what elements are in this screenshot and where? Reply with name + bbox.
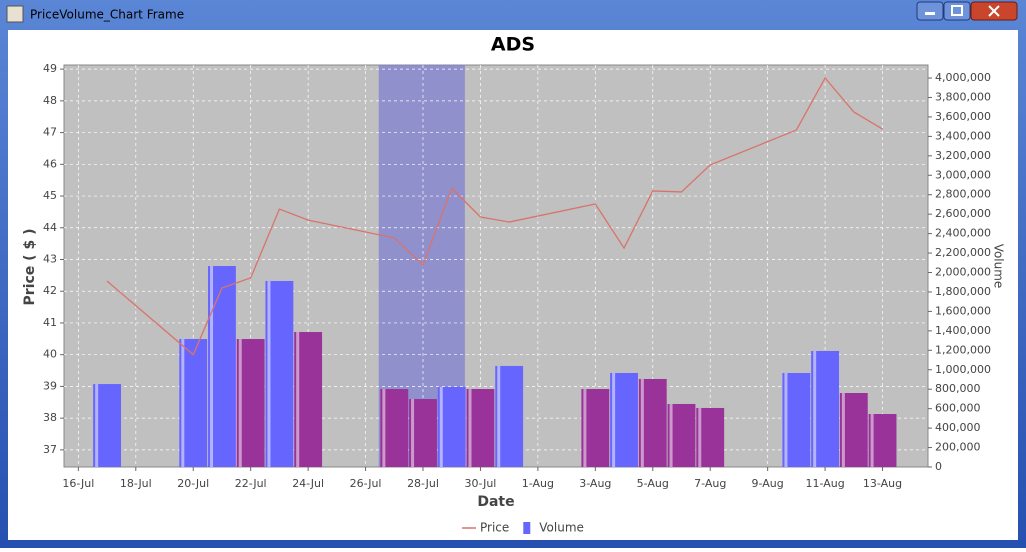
close-icon — [988, 5, 1000, 17]
volume-bar-sheen — [669, 403, 673, 467]
x-tick-label: 28-Jul — [407, 477, 439, 490]
y2-tick-label: 2,400,000 — [935, 227, 991, 240]
y2-tick-label: 400,000 — [935, 421, 981, 434]
volume-bar-sheen — [784, 372, 788, 467]
minimize-icon — [925, 12, 935, 15]
legend-label: Volume — [539, 521, 584, 535]
chart-title: ADS — [491, 34, 535, 56]
y2-tick-label: 3,200,000 — [935, 149, 991, 162]
y2-tick-label: 800,000 — [935, 382, 981, 395]
y2-tick-label: 3,400,000 — [935, 129, 991, 142]
minimize-button[interactable] — [916, 1, 944, 21]
maximize-button[interactable] — [943, 1, 971, 21]
maximize-icon — [951, 5, 963, 16]
x-tick-label: 1-Aug — [522, 477, 554, 490]
y2-tick-label: 1,800,000 — [935, 285, 991, 298]
x-tick-label: 3-Aug — [579, 477, 611, 490]
y2-tick-label: 2,000,000 — [935, 266, 991, 279]
volume-bar-sheen — [296, 332, 300, 467]
x-tick-label: 11-Aug — [805, 477, 844, 490]
x-tick-label: 26-Jul — [350, 477, 382, 490]
volume-bar-sheen — [181, 339, 185, 467]
y-tick-label: 45 — [43, 189, 57, 202]
y-tick-label: 39 — [43, 379, 57, 392]
y2-tick-label: 1,400,000 — [935, 324, 991, 337]
y-tick-label: 49 — [43, 62, 57, 75]
volume-bar-sheen — [210, 266, 214, 467]
y2-tick-label: 4,000,000 — [935, 71, 991, 84]
volume-bar-sheen — [382, 389, 386, 467]
y2-tick-label: 0 — [935, 460, 942, 473]
x-tick-label: 7-Aug — [694, 477, 726, 490]
y2-tick-label: 2,600,000 — [935, 207, 991, 220]
volume-bar-sheen — [841, 392, 845, 467]
x-tick-label: 13-Aug — [863, 477, 902, 490]
y2-tick-label: 1,200,000 — [935, 343, 991, 356]
volume-bar-sheen — [583, 389, 587, 467]
volume-bar-sheen — [640, 378, 644, 467]
y2-tick-label: 1,600,000 — [935, 304, 991, 317]
y2-tick-label: 3,600,000 — [935, 110, 991, 123]
volume-bar-sheen — [813, 350, 817, 467]
y-axis-label: Price ( $ ) — [22, 229, 38, 306]
x-axis-label: Date — [477, 494, 514, 510]
y2-tick-label: 1,000,000 — [935, 363, 991, 376]
volume-bar-sheen — [267, 280, 271, 467]
window-icon — [6, 5, 24, 23]
y-tick-label: 40 — [43, 348, 57, 361]
y2-tick-label: 2,800,000 — [935, 188, 991, 201]
volume-bar-sheen — [411, 399, 415, 467]
x-tick-label: 9-Aug — [752, 477, 784, 490]
x-tick-label: 5-Aug — [637, 477, 669, 490]
y-tick-label: 41 — [43, 316, 57, 329]
volume-bar-sheen — [95, 384, 99, 467]
window-title: PriceVolume_Chart Frame — [30, 8, 184, 22]
legend-swatch — [523, 522, 531, 534]
volume-bar-sheen — [870, 414, 874, 467]
x-tick-label: 16-Jul — [62, 477, 94, 490]
legend-label: Price — [480, 521, 509, 535]
y2-tick-label: 600,000 — [935, 402, 981, 415]
x-tick-label: 18-Jul — [120, 477, 152, 490]
y2-tick-label: 3,000,000 — [935, 168, 991, 181]
y2-axis-label: Volume — [992, 244, 1006, 289]
x-tick-label: 30-Jul — [465, 477, 497, 490]
volume-bar-sheen — [439, 386, 443, 467]
y-tick-label: 48 — [43, 94, 57, 107]
volume-bar-sheen — [238, 339, 242, 467]
y-tick-label: 38 — [43, 411, 57, 424]
volume-bar-sheen — [698, 407, 702, 467]
y-tick-label: 42 — [43, 284, 57, 297]
volume-bar-sheen — [612, 372, 616, 467]
y-tick-label: 46 — [43, 157, 57, 170]
y-tick-label: 37 — [43, 443, 57, 456]
y2-tick-label: 200,000 — [935, 441, 981, 454]
y2-tick-label: 2,200,000 — [935, 246, 991, 259]
y-tick-label: 47 — [43, 126, 57, 139]
volume-bar-sheen — [497, 365, 501, 467]
x-tick-label: 20-Jul — [177, 477, 209, 490]
y-tick-label: 43 — [43, 252, 57, 265]
volume-bar-sheen — [468, 389, 472, 467]
y2-tick-label: 3,800,000 — [935, 90, 991, 103]
x-tick-label: 24-Jul — [292, 477, 324, 490]
x-tick-label: 22-Jul — [235, 477, 267, 490]
y-tick-label: 44 — [43, 221, 57, 234]
price-line — [106, 76, 883, 356]
